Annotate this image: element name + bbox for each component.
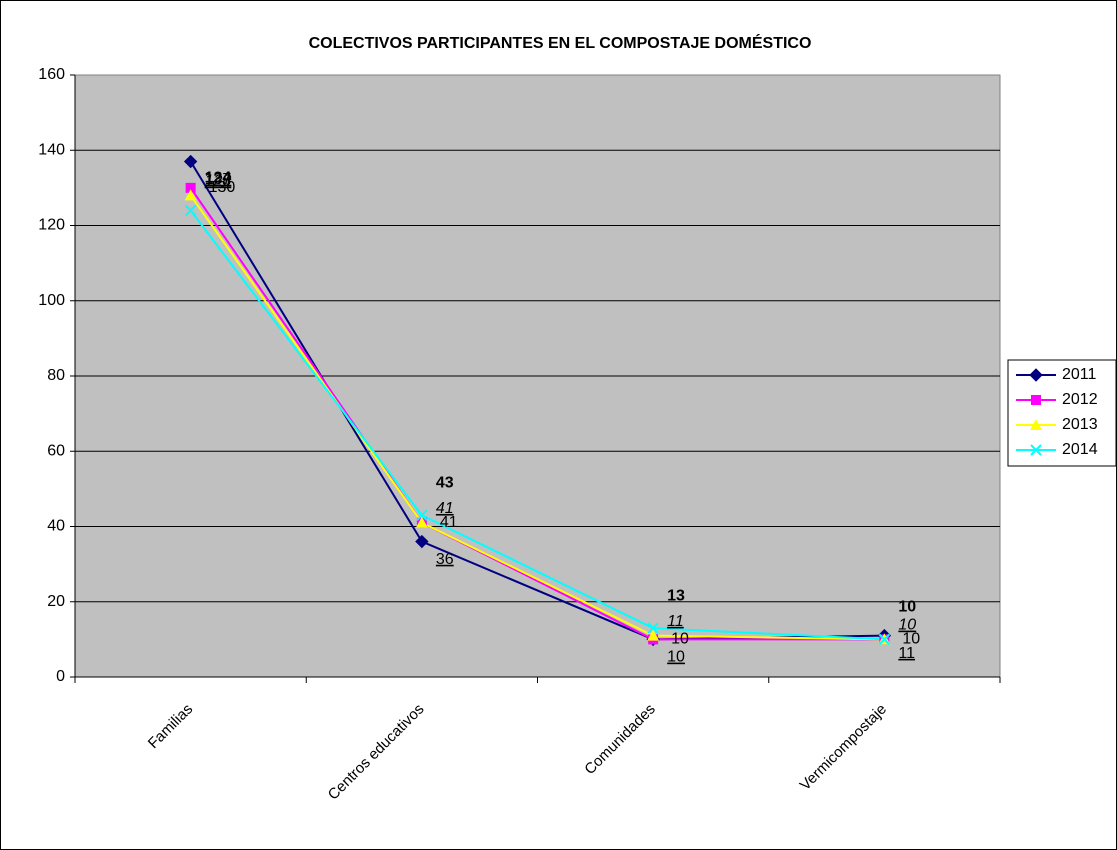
marker — [1031, 395, 1041, 405]
data-label: 11 — [667, 613, 684, 630]
y-tick-label: 80 — [47, 367, 65, 384]
legend-label: 2013 — [1062, 416, 1098, 433]
marker — [184, 189, 197, 201]
marker — [415, 516, 428, 528]
marker — [416, 509, 428, 521]
legend-box — [1007, 359, 1117, 467]
y-tick-label: 20 — [47, 593, 65, 610]
series-line — [189, 194, 885, 641]
data-label: 10 — [898, 599, 916, 616]
data-label: 43 — [436, 474, 454, 491]
data-label: 10 — [667, 649, 685, 666]
marker — [1030, 419, 1042, 430]
y-tick-label: 100 — [38, 292, 65, 309]
legend-label: 2011 — [1062, 366, 1097, 383]
data-label: 11 — [898, 645, 915, 662]
data-label: 36 — [436, 551, 454, 568]
data-label: 10 — [898, 617, 916, 634]
chart-title: COLECTIVOS PARTICIPANTES EN EL COMPOSTAJ… — [309, 33, 812, 52]
marker — [185, 182, 196, 193]
marker — [647, 629, 660, 641]
data-label: 124 — [205, 170, 232, 187]
y-tick-label: 140 — [38, 141, 65, 158]
data-label: 130 — [209, 179, 236, 196]
y-tick-label: 0 — [56, 668, 65, 685]
y-tick-label: 160 — [38, 66, 65, 83]
marker — [1029, 368, 1043, 382]
series-line — [189, 187, 885, 641]
data-label: 10 — [902, 631, 920, 648]
marker — [184, 204, 197, 217]
series-line — [189, 209, 885, 641]
y-tick-label: 120 — [38, 217, 65, 234]
marker — [1030, 444, 1042, 456]
data-label: 41 — [440, 514, 458, 531]
legend-label: 2014 — [1062, 441, 1098, 458]
data-label: 10 — [671, 631, 689, 648]
data-label: 13 — [667, 587, 685, 604]
marker — [878, 633, 891, 646]
data-label: 41 — [436, 500, 454, 517]
marker — [415, 534, 429, 549]
data-label: 137 — [205, 171, 232, 188]
y-tick-label: 40 — [47, 518, 65, 535]
y-tick-label: 60 — [47, 442, 65, 459]
marker — [183, 154, 198, 169]
marker — [647, 622, 659, 634]
data-label: 128 — [205, 173, 232, 190]
legend-label: 2012 — [1062, 391, 1098, 408]
